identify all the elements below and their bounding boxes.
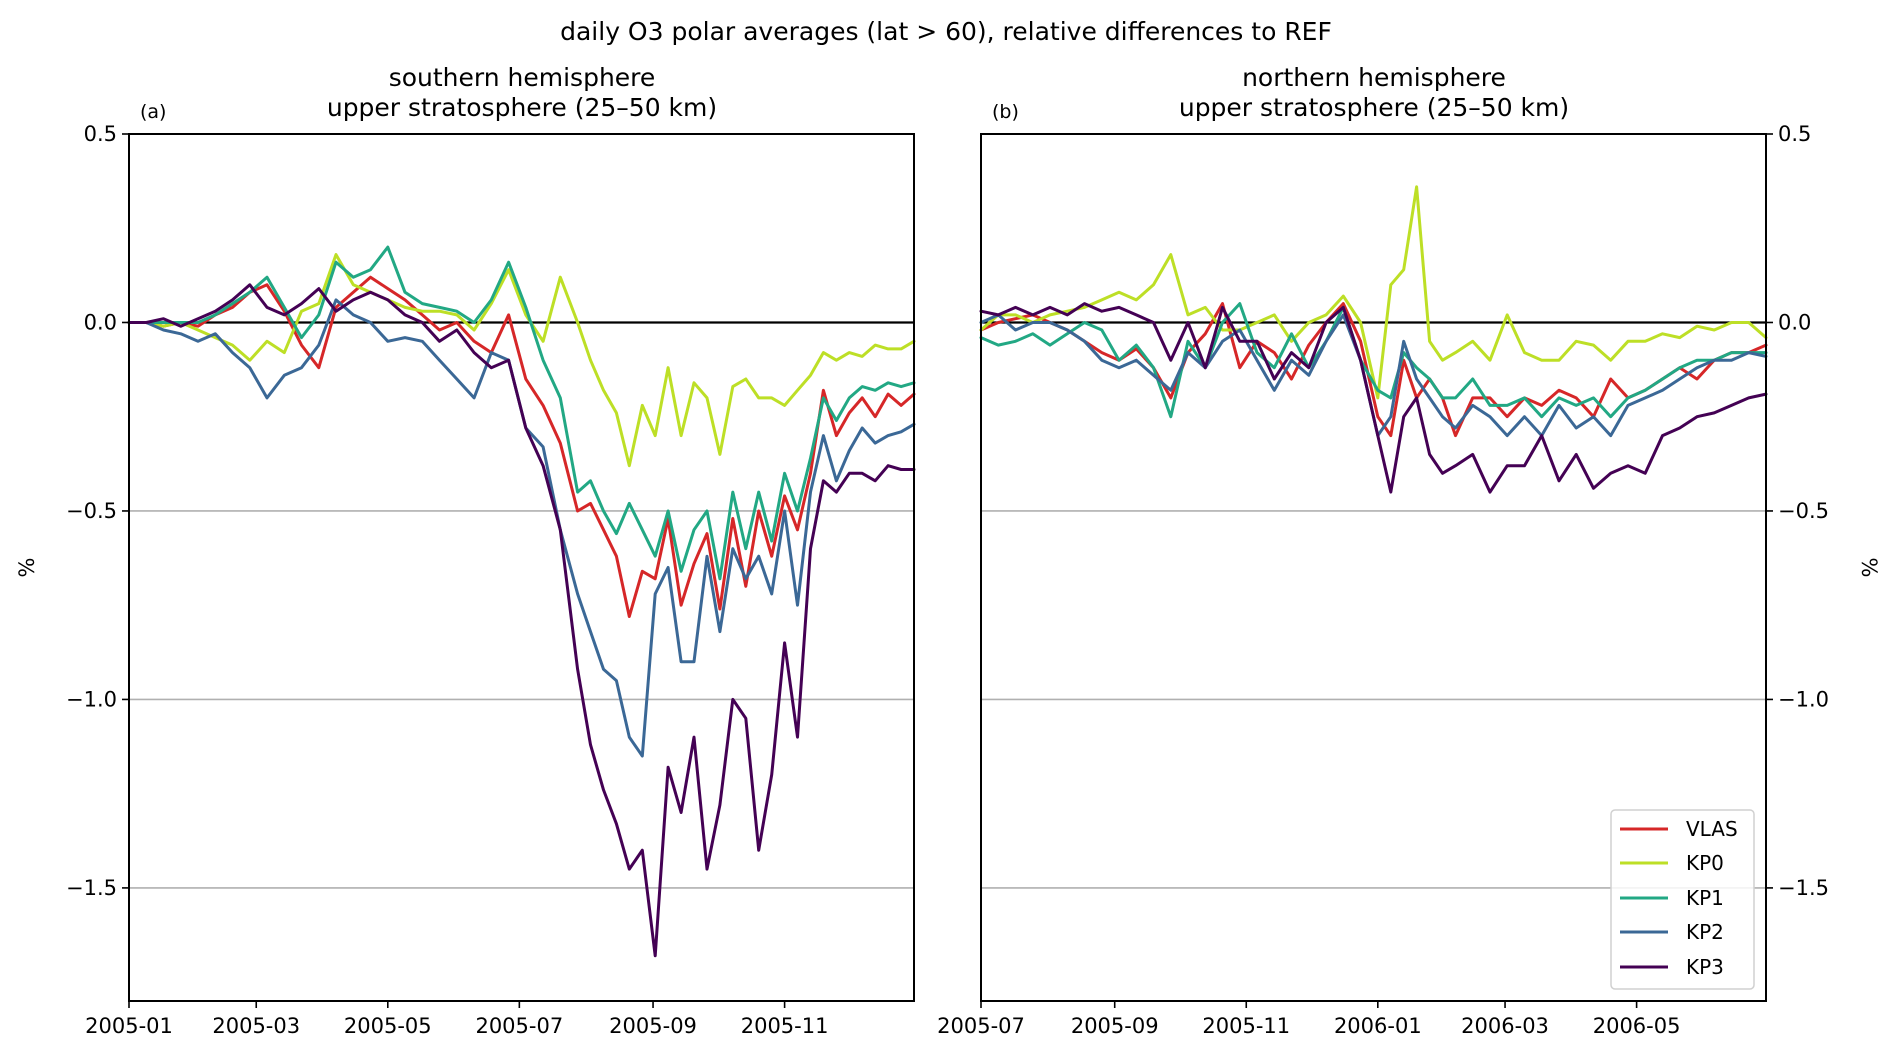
- legend-label: KP2: [1686, 920, 1724, 944]
- y-tick-label: −0.5: [1778, 499, 1829, 523]
- x-tick-label: 2006-01: [1334, 1014, 1422, 1038]
- legend-label: VLAS: [1686, 817, 1738, 841]
- series-line-kp2: [979, 313, 1768, 438]
- y-tick-label: 0.0: [84, 310, 117, 334]
- y-tick-label: 0.5: [84, 122, 117, 146]
- x-tick-label: 2005-07: [937, 1014, 1025, 1038]
- x-tick-label: 2006-03: [1461, 1014, 1549, 1038]
- panel-label: (a): [140, 101, 166, 123]
- suptitle: daily O3 polar averages (lat > 60), rela…: [560, 17, 1332, 46]
- x-tick-label: 2005-05: [344, 1014, 432, 1038]
- series-line-kp3: [127, 283, 916, 958]
- y-gridlines: [129, 510, 914, 889]
- legend-label: KP0: [1686, 851, 1724, 875]
- y-tick-label: 0.0: [1778, 310, 1811, 334]
- x-tick-label: 2005-09: [1071, 1014, 1159, 1038]
- y-tick-label: −1.0: [66, 687, 117, 711]
- x-tick-label: 2005-07: [475, 1014, 563, 1038]
- x-tick-label: 2005-03: [212, 1014, 300, 1038]
- series-line-kp3: [979, 302, 1768, 494]
- x-tick-label: 2005-09: [609, 1014, 697, 1038]
- x-tick-label: 2005-11: [741, 1014, 829, 1038]
- y-axis: 0.5 0.0 −0.5 −1.0 −1.5: [66, 122, 129, 900]
- series-line-kp0: [127, 253, 916, 468]
- x-tick-label: 2005-01: [85, 1014, 173, 1038]
- panel-title-line2: upper stratosphere (25–50 km): [327, 93, 717, 122]
- legend-item-kp2: KP2: [1620, 920, 1724, 944]
- series-lines: [979, 185, 1768, 494]
- panel-label: (b): [992, 101, 1019, 123]
- series-line-kp1: [127, 245, 916, 581]
- y-axis: 0.5 0.0 −0.5 −1.0 −1.5: [1766, 122, 1829, 900]
- legend-item-vlas: VLAS: [1620, 817, 1738, 841]
- panel-title-line2: upper stratosphere (25–50 km): [1179, 93, 1569, 122]
- y-tick-label: −1.5: [66, 876, 117, 900]
- legend-frame: [1610, 809, 1755, 990]
- x-axis: 2005-01 2005-03 2005-05 2005-07 2005-09 2005-…: [85, 1001, 828, 1038]
- panel-northern-hemisphere: (b) northern hemisphere upper stratosphe…: [937, 63, 1881, 1038]
- legend-item-kp3: KP3: [1620, 955, 1724, 979]
- y-axis-label: %: [1857, 558, 1881, 578]
- axes-frame: [128, 133, 915, 1002]
- legend: VLAS KP0 KP1 KP2 KP3: [1610, 809, 1755, 990]
- y-axis-label: %: [15, 558, 39, 578]
- x-axis: 2005-07 2005-09 2005-11 2006-01 2006-03 2006-…: [937, 1001, 1680, 1038]
- legend-label: KP3: [1686, 955, 1724, 979]
- y-tick-label: −0.5: [66, 499, 117, 523]
- y-tick-label: −1.5: [1778, 876, 1829, 900]
- legend-item-kp0: KP0: [1620, 851, 1724, 875]
- panel-title-line1: southern hemisphere: [389, 63, 656, 92]
- axes-frame: [980, 133, 1767, 1002]
- panel-title-line1: northern hemisphere: [1242, 63, 1506, 92]
- y-tick-label: −1.0: [1778, 687, 1829, 711]
- panel-southern-hemisphere: (a) southern hemisphere upper stratosphe…: [15, 63, 916, 1038]
- y-tick-label: 0.5: [1778, 122, 1811, 146]
- series-line-vlas: [127, 275, 916, 618]
- legend-label: KP1: [1686, 886, 1724, 910]
- legend-item-kp1: KP1: [1620, 886, 1724, 910]
- series-line-kp2: [127, 298, 916, 758]
- x-tick-label: 2006-05: [1593, 1014, 1681, 1038]
- series-line-kp0: [979, 185, 1768, 400]
- x-tick-label: 2005-11: [1202, 1014, 1290, 1038]
- series-lines: [127, 245, 916, 958]
- series-line-kp1: [979, 302, 1768, 419]
